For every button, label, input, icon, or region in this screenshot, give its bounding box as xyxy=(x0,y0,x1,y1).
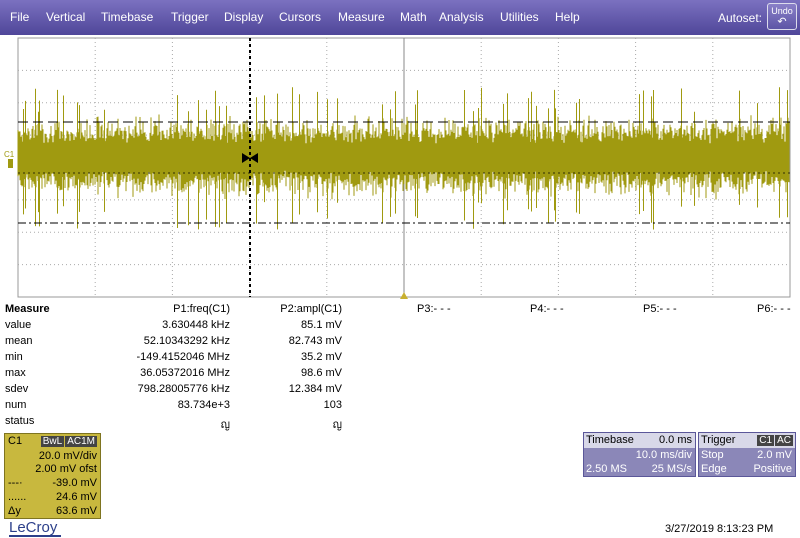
p1-value: 52.10343292 kHz xyxy=(143,335,230,347)
p3-header[interactable]: P3:- - - xyxy=(417,303,451,315)
measure-row-status: status ญ ญ xyxy=(0,415,800,431)
p2-status-icon: ญ xyxy=(332,419,342,431)
p1-value: 3.630448 kHz xyxy=(162,319,230,331)
trigger-descriptor-box[interactable]: Trigger C1 AC Stop 2.0 mV Edge Positive xyxy=(698,432,796,477)
bandwidth-limit-badge: BwL xyxy=(40,436,65,447)
c1-descriptor-box[interactable]: C1 BwL AC1M 20.0 mV/div 2.00 mV ofst ---·… xyxy=(4,433,101,519)
measure-row-mean: mean 52.10343292 kHz 82.743 mV xyxy=(0,335,800,351)
menu-measure[interactable]: Measure xyxy=(338,10,385,24)
menu-math[interactable]: Math xyxy=(400,10,427,24)
measure-header-row: Measure P1:freq(C1) P2:ampl(C1) P3:- - -… xyxy=(0,303,800,319)
timebase-descriptor-box[interactable]: Timebase 0.0 ms 10.0 ms/div 2.50 MS 25 M… xyxy=(583,432,696,477)
undo-label: Undo xyxy=(771,6,793,16)
measure-row-sdev: sdev 798.28005776 kHz 12.384 mV xyxy=(0,383,800,399)
row-label: max xyxy=(5,367,26,379)
trigger-source-badge: C1 xyxy=(757,435,775,446)
row-label: value xyxy=(5,319,32,331)
p1-value: 83.734e+3 xyxy=(177,399,230,411)
p2-value: 12.384 mV xyxy=(288,383,342,395)
delta-y-value: 63.6 mV xyxy=(56,505,97,517)
p2-value: 82.743 mV xyxy=(288,335,342,347)
autoset-label[interactable]: Autoset: xyxy=(717,11,762,25)
cursor1-value: -39.0 mV xyxy=(52,477,97,489)
waveform-grid: C1 xyxy=(4,37,791,299)
waveform-display[interactable]: C1 xyxy=(0,35,800,300)
timebase-tdiv: 10.0 ms/div xyxy=(635,449,692,461)
undo-button[interactable]: Undo ↶ xyxy=(767,3,797,30)
trigger-mode: Stop xyxy=(701,449,724,461)
measure-row-min: min -149.4152046 MHz 35.2 mV xyxy=(0,351,800,367)
undo-arrow-icon: ↶ xyxy=(777,16,787,28)
cursor1-label: ---· xyxy=(8,477,23,489)
menu-trigger[interactable]: Trigger xyxy=(171,10,209,24)
measure-row-max: max 36.05372016 MHz 98.6 mV xyxy=(0,367,800,383)
menu-vertical[interactable]: Vertical xyxy=(46,10,86,24)
delta-y-label: Δy xyxy=(8,505,21,517)
p2-value: 98.6 mV xyxy=(301,367,342,379)
coupling-badge: AC1M xyxy=(65,436,97,447)
timebase-samples: 2.50 MS xyxy=(586,463,627,475)
row-label: status xyxy=(5,415,35,427)
cursor-intersection-icon xyxy=(242,153,258,163)
trigger-level: 2.0 mV xyxy=(757,449,792,461)
c1-vdiv: 20.0 mV/div xyxy=(38,450,97,462)
trigger-position-marker xyxy=(400,292,408,299)
p5-header[interactable]: P5:- - - xyxy=(643,303,677,315)
date-time: 3/27/2019 8:13:23 PM xyxy=(665,523,774,535)
timebase-delay: 0.0 ms xyxy=(658,434,692,446)
trigger-type: Edge xyxy=(701,463,727,475)
cursor2-label: ...... xyxy=(8,491,27,503)
p1-value: -149.4152046 MHz xyxy=(136,351,230,363)
p1-value: 798.28005776 kHz xyxy=(137,383,230,395)
channel-level-marker xyxy=(8,159,13,168)
measure-title: Measure xyxy=(5,303,50,315)
row-label: num xyxy=(5,399,27,411)
c1-name: C1 xyxy=(8,435,23,447)
p2-value: 85.1 mV xyxy=(301,319,342,331)
trigger-title: Trigger xyxy=(701,434,736,446)
p4-header[interactable]: P4:- - - xyxy=(530,303,564,315)
p2-header[interactable]: P2:ampl(C1) xyxy=(280,303,342,315)
cursor2-value: 24.6 mV xyxy=(56,491,97,503)
menu-help[interactable]: Help xyxy=(555,10,580,24)
c1-trace xyxy=(17,87,790,230)
channel-marker: C1 xyxy=(4,150,15,159)
p1-header[interactable]: P1:freq(C1) xyxy=(173,303,230,315)
lecroy-logo: LeCroy xyxy=(9,519,58,536)
p2-value: 103 xyxy=(323,399,342,411)
p6-header[interactable]: P6:- - - xyxy=(757,303,791,315)
c1-offset: 2.00 mV ofst xyxy=(35,463,97,475)
p1-status-icon: ญ xyxy=(220,419,230,431)
p1-value: 36.05372016 MHz xyxy=(140,367,230,379)
menu-cursors[interactable]: Cursors xyxy=(279,10,322,24)
row-label: min xyxy=(5,351,23,363)
logo-underline xyxy=(9,535,61,537)
trigger-coupling-badge: AC xyxy=(775,435,793,446)
menu-timebase[interactable]: Timebase xyxy=(101,10,154,24)
menu-bar: File Vertical Timebase Trigger Display C… xyxy=(0,0,800,35)
measure-row-num: num 83.734e+3 103 xyxy=(0,399,800,415)
measure-row-value: value 3.630448 kHz 85.1 mV xyxy=(0,319,800,335)
menu-display[interactable]: Display xyxy=(224,10,264,24)
trigger-slope: Positive xyxy=(753,463,792,475)
menu-file[interactable]: File xyxy=(10,10,30,24)
p2-value: 35.2 mV xyxy=(301,351,342,363)
timebase-title: Timebase xyxy=(586,434,634,446)
row-label: mean xyxy=(5,335,33,347)
row-label: sdev xyxy=(5,383,29,395)
menu-utilities[interactable]: Utilities xyxy=(500,10,539,24)
menu-analysis[interactable]: Analysis xyxy=(439,10,484,24)
timebase-rate: 25 MS/s xyxy=(651,463,692,475)
